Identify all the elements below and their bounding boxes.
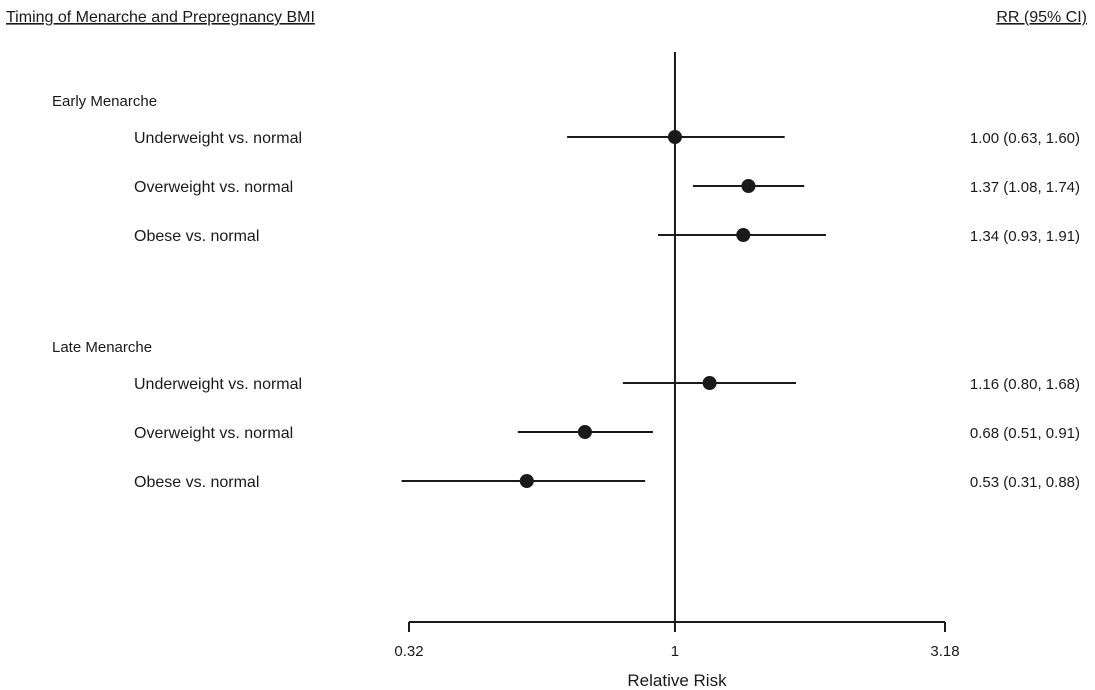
rr-ci-value: 1.00 (0.63, 1.60)	[970, 130, 1080, 147]
rows-layer: Early Menarche Underweight vs. normal 1.00…	[52, 93, 1080, 491]
row-label: Underweight vs. normal	[134, 130, 302, 147]
group-label: Early Menarche	[52, 93, 157, 110]
rr-ci-value: 0.53 (0.31, 0.88)	[970, 474, 1080, 491]
estimate-column-header: RR (95% CI)	[996, 9, 1087, 26]
rr-ci-value: 1.34 (0.93, 1.91)	[970, 228, 1080, 245]
row-label: Overweight vs. normal	[134, 425, 293, 442]
rr-ci-value: 0.68 (0.51, 0.91)	[970, 425, 1080, 442]
x-axis: 0.32 1 3.18	[394, 52, 960, 660]
row-label: Overweight vs. normal	[134, 179, 293, 196]
x-tick-label: 0.32	[394, 643, 423, 660]
x-axis-title: Relative Risk	[627, 671, 727, 690]
x-tick-label: 3.18	[930, 643, 959, 660]
rr-ci-value: 1.37 (1.08, 1.74)	[970, 179, 1080, 196]
plot-title: Timing of Menarche and Prepregnancy BMI	[6, 9, 315, 26]
row-label: Obese vs. normal	[134, 474, 259, 491]
x-tick-label: 1	[671, 643, 679, 660]
point-estimate	[741, 179, 756, 193]
rr-ci-value: 1.16 (0.80, 1.68)	[970, 376, 1080, 393]
point-estimate	[702, 376, 717, 390]
point-estimate	[577, 425, 592, 439]
row-label: Obese vs. normal	[134, 228, 259, 245]
row-label: Underweight vs. normal	[134, 376, 302, 393]
point-estimate	[736, 228, 751, 242]
point-estimate	[519, 474, 534, 488]
group-label: Late Menarche	[52, 339, 152, 356]
